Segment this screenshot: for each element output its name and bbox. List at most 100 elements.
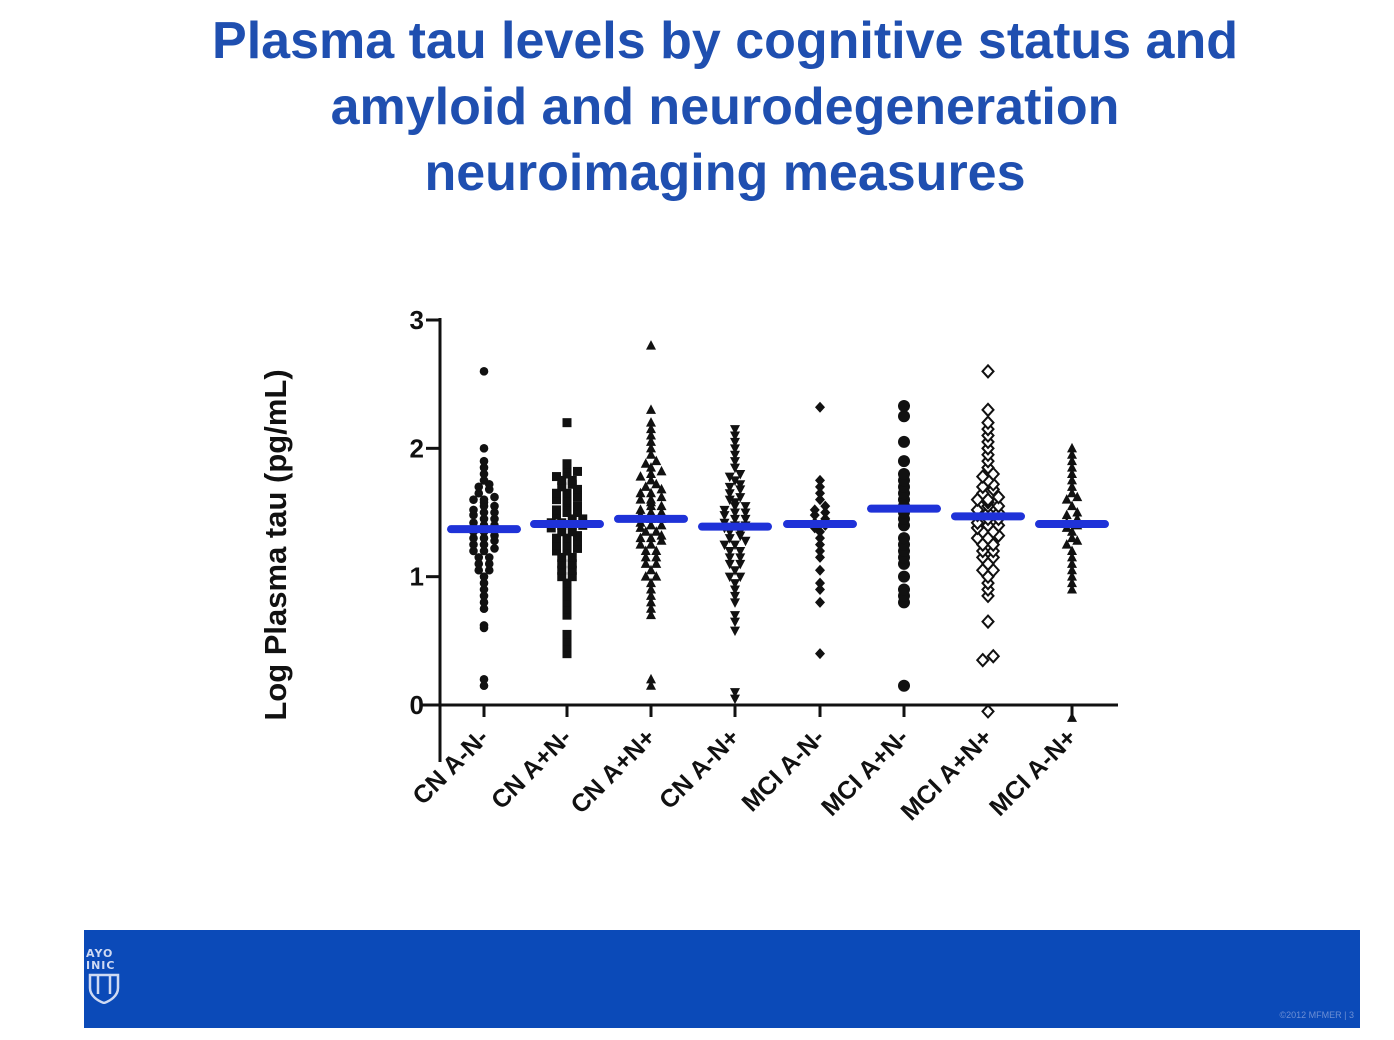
data-point [646, 423, 656, 434]
data-point [562, 459, 572, 469]
data-point [815, 584, 825, 595]
data-point [724, 489, 735, 499]
data-point [646, 442, 656, 453]
data-point [646, 564, 656, 575]
data-point [490, 544, 499, 553]
data-point [1067, 442, 1077, 453]
data-point [735, 553, 746, 563]
data-point [646, 532, 656, 543]
data-point [730, 626, 740, 637]
data-point [730, 508, 740, 518]
data-point [479, 585, 489, 594]
data-point [646, 577, 656, 588]
data-point [1067, 545, 1077, 555]
data-point [815, 564, 825, 576]
data-point [730, 431, 740, 441]
data-point [981, 614, 995, 630]
data-point [656, 491, 667, 502]
x-tick-label: MCI A+N+ [896, 723, 999, 826]
x-tick-label: CN A-N+ [654, 723, 745, 814]
data-point [646, 436, 656, 446]
data-point [815, 532, 825, 544]
y-tick-label: 0 [410, 690, 424, 720]
data-point [820, 500, 831, 512]
data-point [815, 401, 825, 413]
data-point [730, 476, 740, 486]
data-point [1067, 564, 1077, 575]
data-point [724, 572, 735, 583]
data-point [562, 585, 572, 594]
data-point [719, 505, 730, 516]
data-point [898, 468, 910, 480]
x-tick-label: CN A-N- [407, 723, 494, 810]
data-point [562, 597, 572, 607]
data-point [815, 539, 825, 551]
data-point [724, 472, 735, 483]
data-point [635, 471, 646, 481]
data-point [1067, 462, 1077, 472]
data-point [552, 488, 561, 498]
data-point [809, 504, 820, 516]
data-point [719, 540, 730, 551]
data-point [479, 476, 489, 485]
data-point [898, 435, 910, 448]
data-point [646, 430, 656, 440]
data-point [562, 508, 572, 517]
title-line-3: neuroimaging measures [424, 144, 1026, 202]
data-point [557, 475, 567, 485]
data-point [1072, 491, 1083, 502]
x-tick-label: CN A+N+ [565, 723, 661, 819]
data-point [479, 572, 489, 581]
data-point [735, 547, 746, 557]
data-point [651, 545, 662, 555]
data-point [1067, 584, 1077, 594]
data-point [735, 572, 746, 583]
data-point [991, 498, 1006, 514]
data-point [474, 488, 484, 498]
data-point [562, 649, 572, 659]
data-point [730, 611, 740, 621]
data-point [646, 462, 656, 472]
data-point [567, 572, 577, 582]
data-point [646, 603, 656, 613]
data-point [479, 469, 489, 479]
data-point [635, 487, 646, 498]
data-point [815, 551, 825, 563]
data-point [898, 455, 910, 468]
data-point [557, 527, 567, 537]
data-point [898, 570, 910, 583]
data-point [490, 514, 499, 524]
data-point [567, 527, 577, 537]
data-point [815, 577, 825, 589]
data-point [815, 494, 825, 506]
data-point [730, 463, 740, 474]
data-point [735, 559, 746, 570]
data-point [479, 456, 489, 466]
data-point [1067, 487, 1077, 498]
data-point [1067, 526, 1077, 536]
data-point [479, 514, 489, 524]
data-point [474, 559, 484, 569]
data-point [1061, 509, 1072, 520]
data-point [474, 565, 484, 575]
data-point [474, 482, 484, 492]
data-point [730, 457, 740, 467]
data-point [1061, 539, 1072, 549]
data-point [573, 531, 582, 541]
data-point [552, 495, 561, 505]
data-point [1067, 558, 1077, 568]
data-point [651, 478, 662, 489]
data-point [651, 551, 662, 562]
data-point [484, 565, 494, 575]
data-point [730, 425, 740, 435]
data-point [562, 642, 572, 652]
data-point [562, 636, 572, 646]
data-point [640, 458, 651, 468]
data-point [1072, 507, 1083, 517]
data-point [578, 514, 588, 524]
data-point [646, 673, 656, 684]
data-point [552, 533, 561, 543]
data-point [552, 540, 561, 550]
data-point [1067, 532, 1077, 543]
data-point [640, 481, 651, 491]
